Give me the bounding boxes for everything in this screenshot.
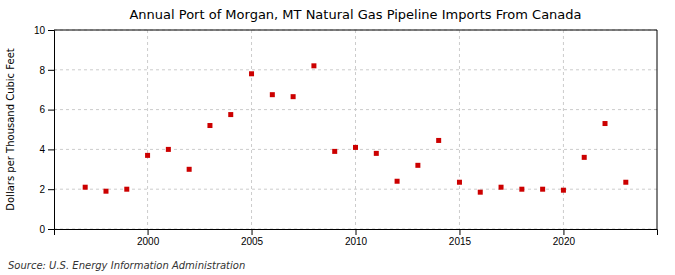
tick-label: 2 (39, 184, 45, 195)
tick: 0 (39, 224, 54, 235)
title: Annual Port of Morgan, MT Natural Gas Pi… (129, 7, 581, 22)
point (478, 190, 483, 195)
tick: 4 (39, 144, 54, 155)
tick-mark (48, 229, 54, 230)
tick-mark (148, 229, 149, 235)
tick-label: 10 (34, 25, 46, 36)
tick: 6 (39, 104, 54, 115)
plot-area: 2000 2005 2010 2015 2020 0 2 4 6 8 10 (34, 25, 658, 247)
point (311, 63, 316, 68)
point (103, 189, 108, 194)
y-axis-label: Dollars per Thousand Cubic Feet (5, 48, 16, 211)
point (395, 179, 400, 184)
tick-label: 2015 (449, 236, 472, 247)
point (228, 112, 233, 117)
grid-line-x (147, 30, 148, 229)
grid (54, 30, 657, 229)
tick-label: 4 (39, 144, 45, 155)
point (374, 151, 379, 156)
point (332, 149, 337, 154)
point (457, 180, 462, 185)
point (603, 121, 608, 126)
tick-label: 2020 (553, 236, 576, 247)
point (207, 123, 212, 128)
tick-mark (459, 229, 460, 235)
tick-label: 2005 (241, 236, 264, 247)
grid-line-x (459, 30, 460, 229)
annotation: Source: U.S. Energy Information Administ… (8, 260, 245, 271)
tick-label: 2000 (137, 236, 160, 247)
tick-label: 0 (39, 224, 45, 235)
grid-line-x (563, 30, 564, 229)
point (291, 94, 296, 99)
y-axis: 0 2 4 6 8 10 (34, 25, 55, 235)
point (124, 187, 129, 192)
tick-label: 6 (39, 104, 45, 115)
tick: 2005 (241, 229, 264, 247)
point (270, 92, 275, 97)
tick: 2020 (553, 229, 576, 247)
grid-line-x (355, 30, 356, 229)
point (499, 185, 504, 190)
point (540, 187, 545, 192)
tick-mark (48, 149, 54, 150)
point (353, 145, 358, 150)
tick: 2015 (449, 229, 472, 247)
axis-line (55, 230, 658, 236)
tick-label: 8 (39, 65, 45, 76)
tick: 2000 (137, 229, 160, 247)
frame-top (54, 30, 657, 31)
point (415, 163, 420, 168)
tick: 10 (34, 25, 54, 36)
tick: 2010 (345, 229, 368, 247)
grid-line-y (54, 69, 657, 70)
point (436, 138, 441, 143)
chart: 2000 2005 2010 2015 2020 0 2 4 6 8 10 Annual Port o… (0, 0, 675, 275)
point (561, 188, 566, 193)
x-axis: 2000 2005 2010 2015 2020 (55, 229, 658, 247)
point (582, 155, 587, 160)
tick-label: 2010 (345, 236, 368, 247)
point (249, 71, 254, 76)
tick: 2 (39, 184, 54, 195)
frame-right (657, 30, 658, 229)
tick-mark (252, 229, 253, 235)
tick-mark (356, 229, 357, 235)
grid-line-y (54, 30, 657, 31)
tick-mark (48, 70, 54, 71)
point (166, 147, 171, 152)
tick-mark (563, 229, 564, 235)
axis-line (48, 31, 55, 230)
point (519, 187, 524, 192)
point (187, 167, 192, 172)
point (145, 153, 150, 158)
points (83, 63, 629, 194)
tick: 8 (39, 65, 54, 76)
point (623, 180, 628, 185)
tick-mark (48, 30, 54, 31)
tick-mark (48, 110, 54, 111)
point (83, 185, 88, 190)
grid-line-x (251, 30, 252, 229)
tick-mark (48, 189, 54, 190)
